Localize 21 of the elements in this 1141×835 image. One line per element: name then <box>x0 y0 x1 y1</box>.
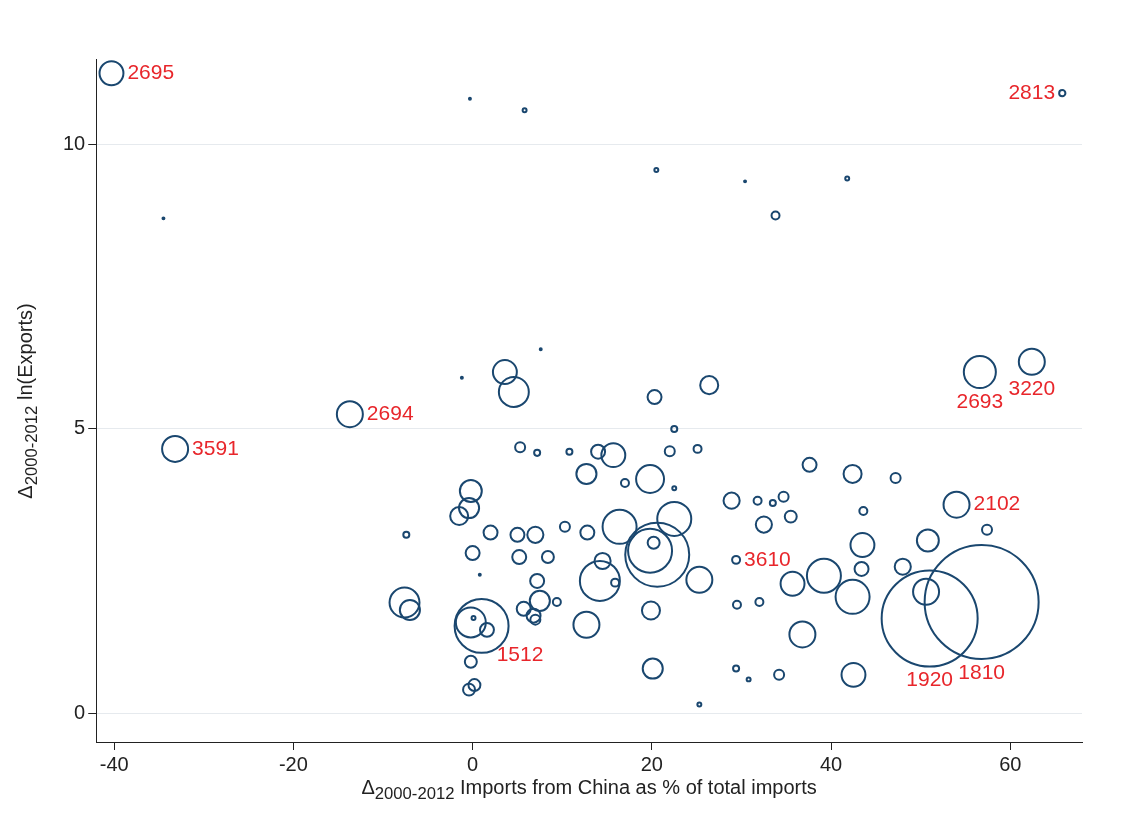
x-tick-label: -20 <box>278 752 308 775</box>
annotation: 3610 <box>744 546 791 570</box>
annotation: 3220 <box>1008 375 1056 399</box>
y-tick-label: 10 <box>63 131 86 154</box>
annotation: 1512 <box>496 641 544 665</box>
x-tick-label: -40 <box>99 752 129 775</box>
annotation: 3591 <box>192 435 239 459</box>
annotation: 2813 <box>1008 79 1056 103</box>
x-tick-label: 20 <box>640 752 663 775</box>
annotation: 2693 <box>956 388 1004 412</box>
annotation: 2694 <box>366 400 414 424</box>
x-tick-label: 40 <box>819 752 843 775</box>
annotation: 1810 <box>958 659 1005 683</box>
y-tick-label: 5 <box>74 416 86 439</box>
annotation: 2102 <box>973 491 1021 515</box>
annotation: 2695 <box>127 60 175 84</box>
x-tick-label: 0 <box>467 752 479 775</box>
x-axis-title: Δ$_{2000-2012}$ Imports from China as % of total imports <box>361 776 817 804</box>
annotation: 1920 <box>906 667 954 691</box>
x-tick-label: 60 <box>999 752 1022 775</box>
y-tick-label: 0 <box>74 701 86 724</box>
